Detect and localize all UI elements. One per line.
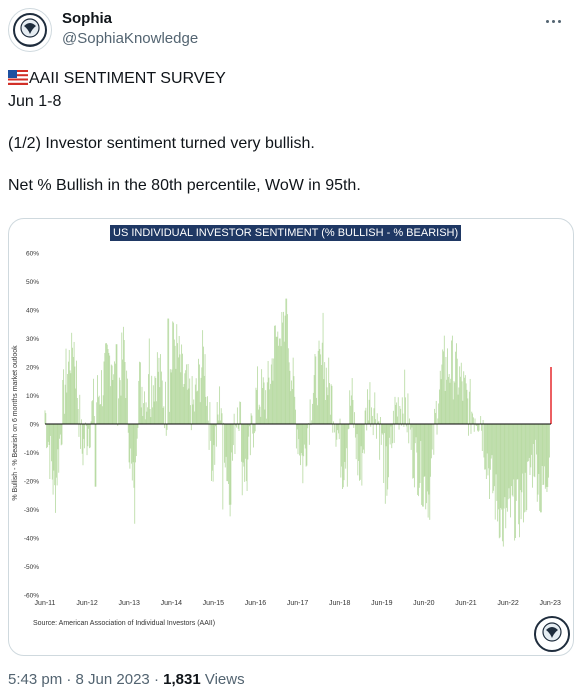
author-name[interactable]: Sophia bbox=[62, 10, 113, 27]
x-tick-label: Jun-13 bbox=[118, 600, 140, 607]
chart-title: US INDIVIDUAL INVESTOR SENTIMENT (% BULL… bbox=[110, 225, 462, 241]
tweet-text: AAII SENTIMENT SURVEY Jun 1-8 (1/2) Inve… bbox=[8, 68, 568, 196]
y-tick-label: -60% bbox=[24, 593, 39, 600]
sentiment-chart: 60% 50% 40% 30% 20% 10% 0% -10% -20% -30% -40% -50%… bbox=[12, 251, 570, 652]
x-tick-label: Jun-20 bbox=[413, 600, 435, 607]
tweet-meta: 5:43 pm · 8 Jun 2023 · 1,831 Views bbox=[8, 671, 245, 688]
avatar-logo-icon bbox=[13, 13, 47, 47]
tweet-line-title: AAII SENTIMENT SURVEY bbox=[29, 70, 226, 87]
y-tick-label: -10% bbox=[24, 450, 39, 457]
x-tick-label: Jun-17 bbox=[287, 600, 309, 607]
y-tick-label: 50% bbox=[26, 279, 39, 286]
views-label: Views bbox=[204, 671, 245, 688]
y-tick-label: -30% bbox=[24, 507, 39, 514]
tweet-line-dates: Jun 1-8 bbox=[8, 93, 62, 110]
x-tick-label: Jun-21 bbox=[455, 600, 477, 607]
more-options-icon[interactable] bbox=[544, 10, 568, 30]
views-count: 1,831 bbox=[163, 671, 201, 688]
tweet-date[interactable]: 8 Jun 2023 bbox=[75, 671, 150, 688]
meta-separator: · bbox=[153, 671, 159, 688]
y-tick-label: 10% bbox=[26, 393, 39, 400]
y-tick-label: -40% bbox=[24, 536, 39, 543]
x-tick-label: Jun-18 bbox=[329, 600, 351, 607]
author-handle[interactable]: @SophiaKnowledge bbox=[62, 30, 199, 47]
tweet-line-percentiles: Net % Bullish in the 80th percentile, Wo… bbox=[8, 177, 361, 194]
x-tick-label: Jun-23 bbox=[539, 600, 561, 607]
meta-separator: · bbox=[66, 671, 72, 688]
chart-source: Source: American Association of Individu… bbox=[33, 620, 215, 627]
y-tick-label: 60% bbox=[26, 251, 39, 258]
x-tick-label: Jun-16 bbox=[245, 600, 267, 607]
chart-image[interactable]: US INDIVIDUAL INVESTOR SENTIMENT (% BULL… bbox=[8, 218, 574, 656]
x-tick-label: Jun-22 bbox=[497, 600, 519, 607]
x-tick-label: Jun-14 bbox=[161, 600, 183, 607]
tweet-time[interactable]: 5:43 pm bbox=[8, 671, 63, 688]
x-tick-label: Jun-12 bbox=[76, 600, 98, 607]
watermark-logo-icon bbox=[534, 616, 570, 652]
y-tick-label: 40% bbox=[26, 308, 39, 315]
x-tick-label: Jun-19 bbox=[371, 600, 393, 607]
x-tick-label: Jun-15 bbox=[203, 600, 225, 607]
y-tick-label: 0% bbox=[30, 422, 40, 429]
avatar[interactable] bbox=[8, 8, 52, 52]
us-flag-icon bbox=[8, 70, 28, 91]
y-tick-label: 30% bbox=[26, 336, 39, 343]
x-tick-label: Jun-11 bbox=[35, 600, 56, 607]
y-tick-label: -20% bbox=[24, 479, 39, 486]
y-axis-label: % Bullish - % Bearish on 6 months market… bbox=[12, 345, 19, 501]
y-tick-label: 20% bbox=[26, 365, 39, 372]
y-tick-label: -50% bbox=[24, 564, 39, 571]
tweet-line-summary: (1/2) Investor sentiment turned very bul… bbox=[8, 135, 315, 152]
